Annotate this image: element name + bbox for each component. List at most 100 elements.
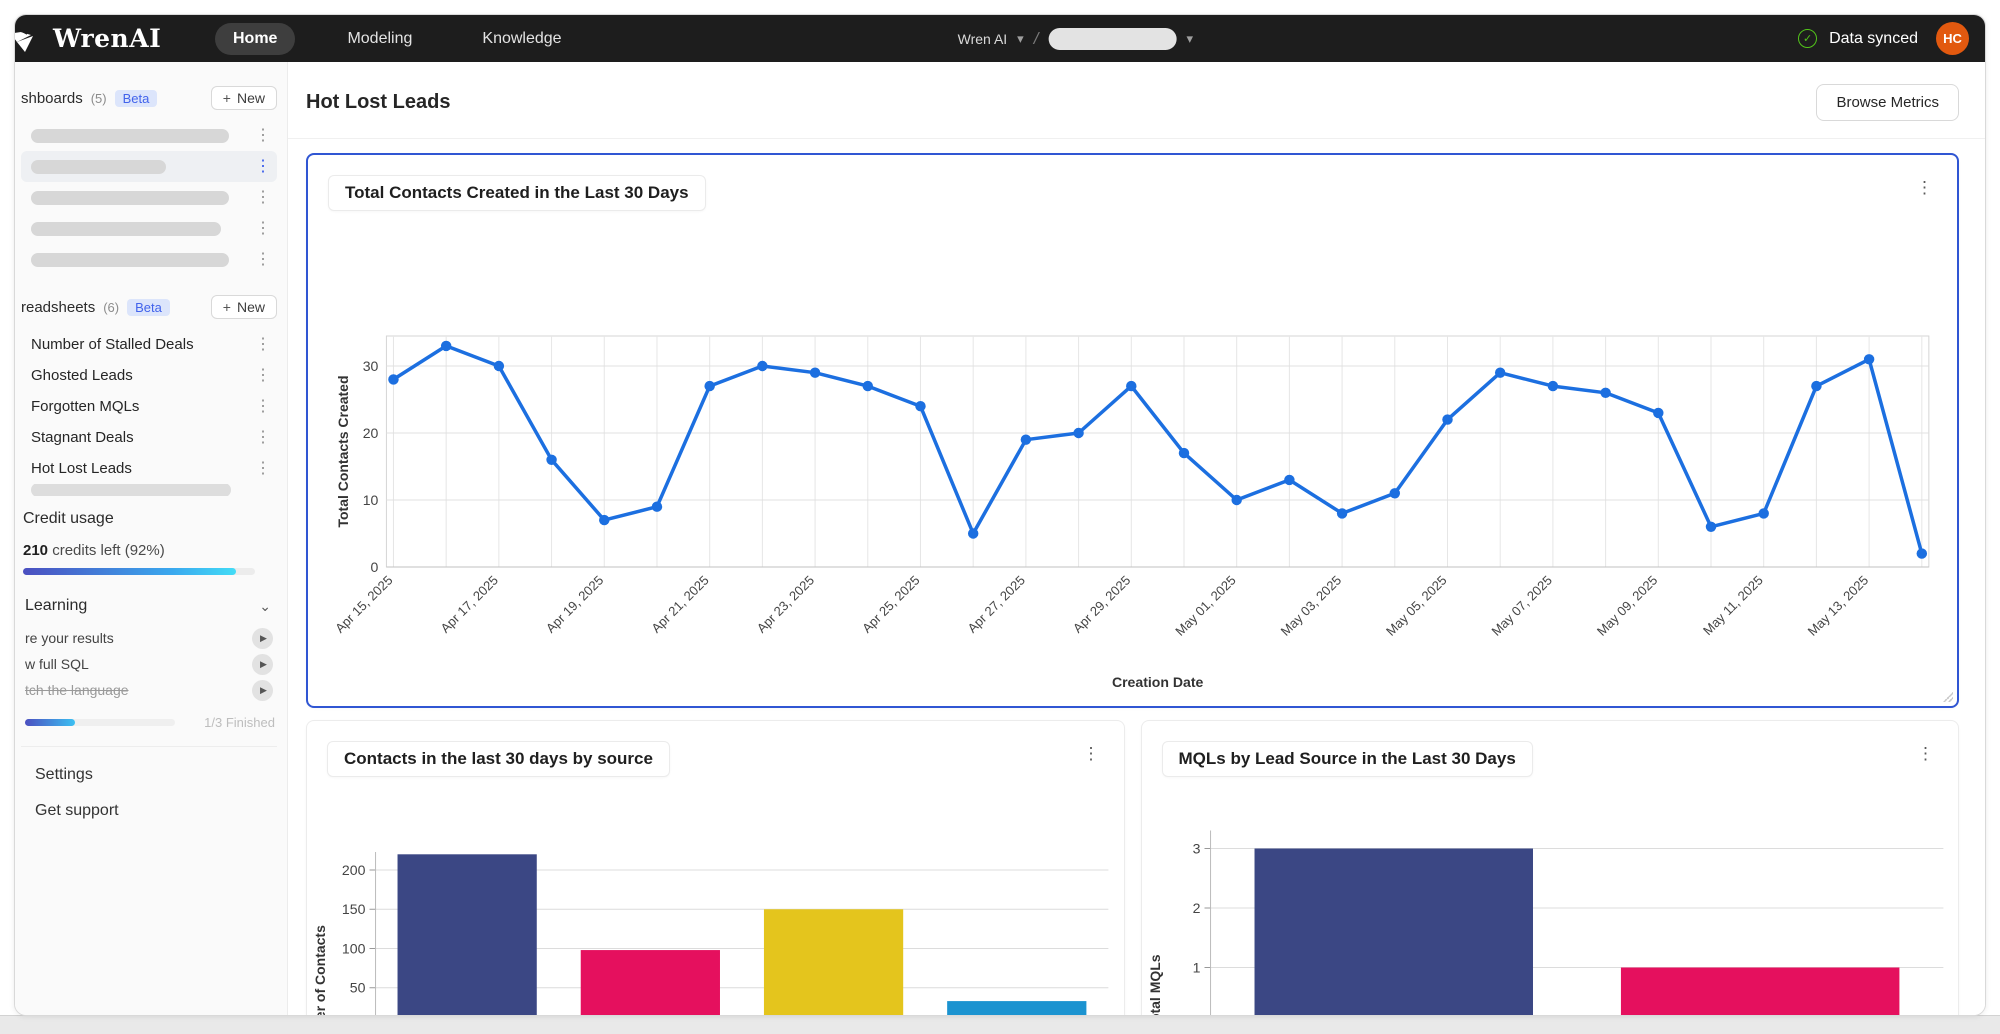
sidebar: shboards (5) Beta + New ⋮ ⋮ ⋮ [15,62,288,1015]
brand[interactable]: WrenAI [15,22,199,56]
nav-tab-knowledge[interactable]: Knowledge [482,29,562,47]
kebab-menu-icon[interactable]: ⋮ [255,366,271,384]
thread-label: Hot Lost Leads [31,460,132,477]
svg-text:20: 20 [363,425,379,441]
learning-progress-label: 1/3 Finished [204,715,275,730]
threads-title: readsheets [21,298,96,316]
new-dashboard-button[interactable]: + New [210,86,277,110]
main-content: Hot Lost Leads Browse Metrics Total Cont… [288,62,1985,1016]
learning-header[interactable]: Learning ⌄ [25,597,277,615]
learning-label: w full SQL [25,656,89,672]
main-header: Hot Lost Leads Browse Metrics [288,62,1985,139]
chart-card-mqls-by-source[interactable]: MQLs by Lead Source in the Last 30 Days … [1140,720,1959,1015]
chart-card-total-contacts[interactable]: Total Contacts Created in the Last 30 Da… [306,153,1959,708]
kebab-menu-icon[interactable]: ⋮ [255,219,271,237]
chart-title[interactable]: Contacts in the last 30 days by source [327,741,670,777]
sidebar-item-ghosted-leads[interactable]: Ghosted Leads ⋮ [21,360,277,391]
svg-text:Apr 29, 2025: Apr 29, 2025 [1070,573,1133,636]
page-bottom-strip [0,1015,2000,1034]
redacted-label [31,221,221,236]
plus-icon: + [222,90,231,106]
resize-handle[interactable] [1942,691,1954,703]
sidebar-item-forgotten-mqls[interactable]: Forgotten MQLs ⋮ [21,391,277,422]
kebab-menu-icon[interactable]: ⋮ [1082,744,1100,763]
avatar[interactable]: HC [1936,22,1969,55]
card-header: MQLs by Lead Source in the Last 30 Days … [1142,721,1959,777]
bar-chart: 1 2 3 Total MQLs [1147,830,1943,1015]
learning-item-view-sql[interactable]: w full SQL ▶ [25,651,277,677]
thread-label: Stagnant Deals [31,429,134,446]
dashboards-count: (5) [90,90,107,106]
kebab-menu-icon[interactable]: ⋮ [255,397,271,415]
sidebar-item-stagnant-deals[interactable]: Stagnant Deals ⋮ [21,422,277,453]
nav-tab-home[interactable]: Home [215,22,296,55]
kebab-menu-icon[interactable]: ⋮ [1917,744,1934,763]
chevron-down-icon[interactable]: ▾ [1017,31,1024,46]
app-window: WrenAI Home Modeling Knowledge Wren AI ▾… [14,14,1986,1016]
svg-text:Apr 25, 2025: Apr 25, 2025 [859,573,922,636]
page-title: Hot Lost Leads [306,91,451,113]
svg-text:May 03, 2025: May 03, 2025 [1278,573,1345,639]
sidebar-item-settings[interactable]: Settings [35,766,93,783]
play-icon[interactable]: ▶ [252,627,273,649]
svg-text:Apr 27, 2025: Apr 27, 2025 [965,573,1028,636]
chevron-down-icon[interactable]: ⌄ [259,597,271,614]
chart-title[interactable]: MQLs by Lead Source in the Last 30 Days [1161,741,1533,777]
play-icon[interactable]: ▶ [252,679,273,701]
svg-text:May 09, 2025: May 09, 2025 [1594,573,1661,639]
sidebar-item-stalled-deals[interactable]: Number of Stalled Deals ⋮ [21,329,277,360]
svg-text:50: 50 [350,980,366,996]
brand-name: WrenAI [53,24,162,53]
dashboard-item-skeleton[interactable]: ⋮ [21,182,277,213]
redacted-label [31,252,229,267]
dashboard-item-skeleton-selected[interactable]: ⋮ [21,151,277,182]
dashboard-item-skeleton[interactable]: ⋮ [21,120,277,151]
svg-text:2: 2 [1192,900,1200,916]
svg-text:200: 200 [342,862,366,878]
svg-text:May 13, 2025: May 13, 2025 [1805,573,1872,639]
browse-metrics-button[interactable]: Browse Metrics [1816,84,1959,121]
new-thread-button[interactable]: + New [210,295,277,319]
kebab-menu-icon[interactable]: ⋮ [255,188,271,206]
svg-text:3: 3 [1192,841,1200,857]
redacted-label [31,190,229,205]
svg-text:Apr 15, 2025: Apr 15, 2025 [332,573,395,636]
kebab-menu-icon[interactable]: ⋮ [255,335,271,353]
sidebar-item-clipped[interactable] [21,484,277,496]
kebab-menu-icon[interactable]: ⋮ [255,428,271,446]
dashboard-item-skeleton[interactable]: ⋮ [21,244,277,275]
nav-tab-modeling[interactable]: Modeling [347,29,413,47]
kebab-menu-icon[interactable]: ⋮ [255,126,271,144]
card-header: Total Contacts Created in the Last 30 Da… [308,155,1957,211]
workspace-switcher: Wren AI ▾ / ▾ [957,27,1193,50]
kebab-menu-icon[interactable]: ⋮ [1916,178,1933,197]
chart-title[interactable]: Total Contacts Created in the Last 30 Da… [328,175,706,211]
org-name[interactable]: Wren AI [957,30,1008,47]
learning-title: Learning [25,597,88,614]
kebab-menu-icon[interactable]: ⋮ [255,459,271,477]
top-navbar: WrenAI Home Modeling Knowledge Wren AI ▾… [15,15,1985,62]
credit-usage-title: Credit usage [23,510,114,527]
svg-text:Apr 23, 2025: Apr 23, 2025 [754,573,817,636]
threads-section-header: readsheets (6) Beta + New [21,295,277,319]
kebab-menu-icon[interactable]: ⋮ [255,250,271,268]
chart-card-contacts-by-source[interactable]: Contacts in the last 30 days by source ⋮… [306,720,1125,1016]
dashboards-section-header: shboards (5) Beta + New [21,86,277,110]
sidebar-item-get-support[interactable]: Get support [35,802,119,819]
credit-progress-track [23,568,255,575]
thread-label: Forgotten MQLs [31,398,140,415]
sidebar-item-hot-lost-leads[interactable]: Hot Lost Leads ⋮ [21,453,277,484]
svg-text:0: 0 [371,559,379,575]
svg-text:Number of Contacts: Number of Contacts [312,925,328,1016]
svg-text:May 05, 2025: May 05, 2025 [1383,573,1450,639]
play-icon[interactable]: ▶ [252,653,273,675]
svg-text:Apr 21, 2025: Apr 21, 2025 [648,573,711,636]
redacted-label [31,159,166,174]
kebab-menu-icon[interactable]: ⋮ [255,157,271,175]
sidebar-footer: Settings Get support [21,746,277,829]
project-name-redacted[interactable] [1048,27,1177,50]
dashboard-item-skeleton[interactable]: ⋮ [21,213,277,244]
learning-item-share-results[interactable]: re your results ▶ [25,625,277,651]
learning-item-switch-language[interactable]: tch the language ▶ [25,677,277,703]
chevron-down-icon[interactable]: ▾ [1186,31,1193,46]
